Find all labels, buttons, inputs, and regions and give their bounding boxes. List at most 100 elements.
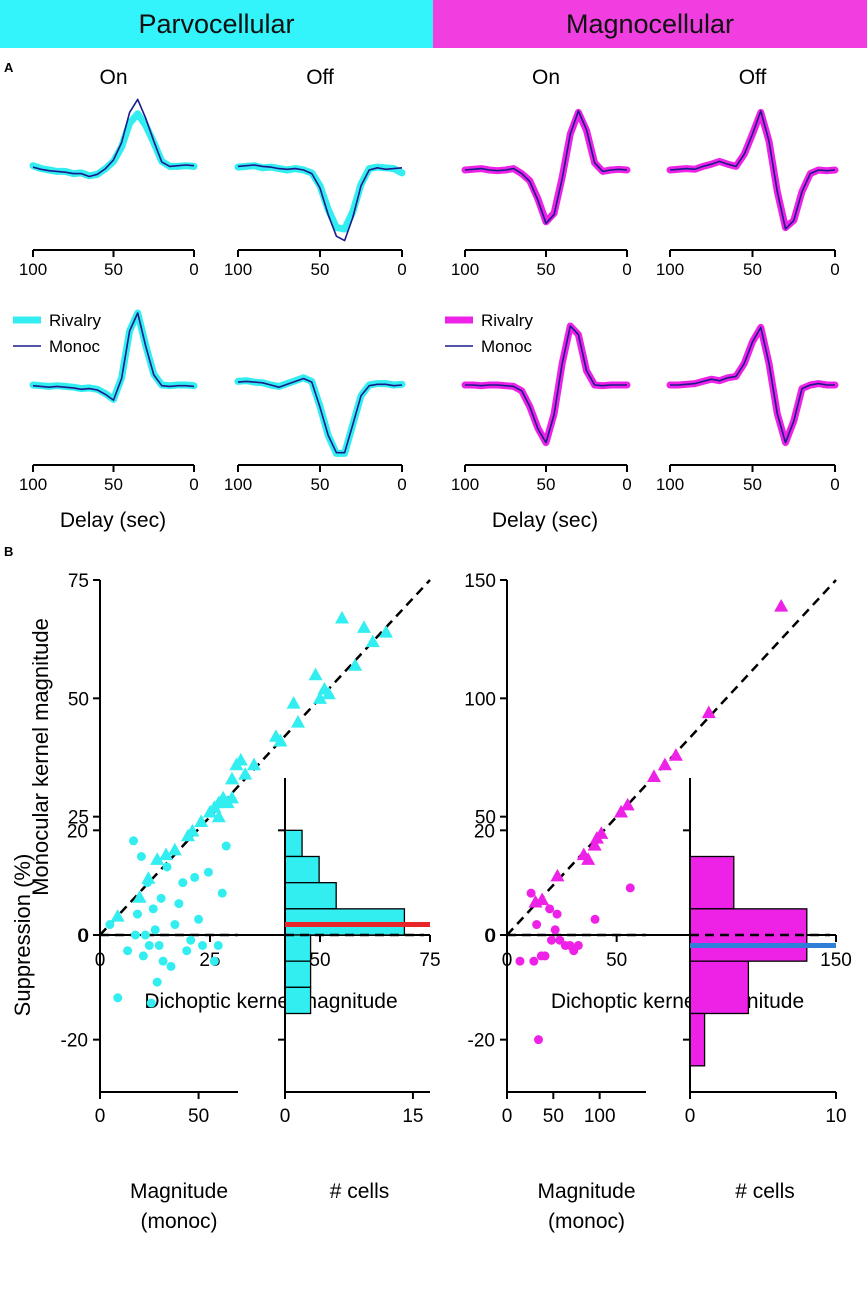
suppression-x-tick-label: 0 xyxy=(502,1106,513,1127)
kernel-monoc-line xyxy=(464,110,628,225)
suppression-y-tick-label: -20 xyxy=(61,1031,88,1052)
histogram-bar xyxy=(284,829,303,858)
kernel-monoc-line xyxy=(465,325,627,444)
kernel-x-tick-label: 100 xyxy=(19,260,47,279)
scatter-y-tick-label: 25 xyxy=(68,808,89,829)
magnitude-xlabel-line2: (monoc) xyxy=(548,1210,625,1233)
scatter-x-tick-label: 50 xyxy=(309,950,330,971)
suppression-point xyxy=(136,852,146,861)
kernel-x-tick-label: 50 xyxy=(743,475,762,494)
legend-rivalry-label: Rivalry xyxy=(49,311,101,330)
suppression-point xyxy=(190,872,200,882)
legend-rivalry-label: Rivalry xyxy=(481,311,533,330)
scatter-point xyxy=(321,686,336,700)
scatter-point xyxy=(620,797,635,811)
suppression-point xyxy=(129,836,139,846)
scatter-point xyxy=(774,599,789,612)
histogram-bar xyxy=(284,908,406,936)
suppression-point xyxy=(545,904,555,914)
header-parvocellular: Parvocellular xyxy=(0,0,433,48)
histogram-bar xyxy=(284,986,312,1015)
suppression-point xyxy=(221,841,231,851)
kernel-x-tick-label: 100 xyxy=(224,475,252,494)
suppression-point xyxy=(590,914,600,924)
suppression-point xyxy=(148,904,158,914)
suppression-point xyxy=(156,893,166,903)
kernel-x-tick-label: 100 xyxy=(656,475,684,494)
kernel-title: Off xyxy=(306,66,334,89)
scatter-point xyxy=(247,757,261,771)
scatter-point xyxy=(313,691,327,704)
suppression-point xyxy=(540,951,550,961)
suppression-y-tick-label: 20 xyxy=(67,821,88,842)
suppression-point xyxy=(182,946,192,956)
histogram-x-tick-label: 0 xyxy=(685,1106,696,1127)
suppression-y-tick-label: 20 xyxy=(474,821,495,842)
histogram-bar xyxy=(284,960,312,988)
suppression-y-tick-label: -20 xyxy=(468,1031,495,1052)
suppression-point xyxy=(217,888,227,898)
suppression-point xyxy=(625,883,635,893)
suppression-point xyxy=(152,977,162,987)
suppression-point xyxy=(546,935,556,945)
kernel-title: On xyxy=(532,66,560,89)
suppression-point xyxy=(132,909,142,919)
kernel-x-tick-label: 50 xyxy=(311,260,330,279)
scatter-y-tick-label: 50 xyxy=(475,808,496,829)
suppression-point xyxy=(142,878,152,888)
kernel-title: On xyxy=(99,66,127,89)
histogram-x-tick-label: 0 xyxy=(280,1106,291,1127)
histogram-x-tick-label: 15 xyxy=(402,1106,423,1127)
suppression-point xyxy=(170,920,180,930)
magnitude-xlabel-line1: Magnitude xyxy=(537,1180,635,1203)
scatter-y-tick-label: 75 xyxy=(68,571,89,592)
suppression-point xyxy=(203,867,213,877)
kernel-x-tick-label: 0 xyxy=(189,475,198,494)
kernel-x-tick-label: 100 xyxy=(224,260,252,279)
scatter-point xyxy=(357,620,371,633)
kernel-x-tick-label: 100 xyxy=(656,260,684,279)
suppression-x-tick-label: 100 xyxy=(584,1106,616,1127)
histogram-bar xyxy=(284,934,312,962)
scatter-x-tick-label: 150 xyxy=(820,950,852,971)
scatter-point xyxy=(238,767,253,780)
scatter-point xyxy=(273,733,288,747)
suppression-point xyxy=(550,925,560,935)
kernel-xlabel-magno: Delay (sec) xyxy=(492,509,598,532)
suppression-y-tick-label: 0 xyxy=(484,926,495,947)
scatter-point xyxy=(132,890,147,903)
scatter-point xyxy=(614,804,629,818)
suppression-point xyxy=(573,940,583,950)
identity-line xyxy=(99,579,431,936)
header-magnocellular: Magnocellular xyxy=(433,0,867,48)
histogram-bar xyxy=(284,882,337,910)
legend-monoc-label: Monoc xyxy=(49,337,101,356)
scatter-y-tick-label: 50 xyxy=(68,689,89,710)
scatter-point xyxy=(550,868,565,882)
scatter-point xyxy=(365,634,380,648)
kernel-rivalry-line xyxy=(461,108,631,226)
kernel-monoc-line xyxy=(670,326,835,444)
histogram-x-tick-label: 10 xyxy=(825,1106,846,1127)
scatter-point xyxy=(225,790,239,804)
scatter-point xyxy=(286,696,301,709)
scatter-point xyxy=(308,667,323,681)
kernel-monoc-line xyxy=(669,110,836,230)
scatter-point xyxy=(194,814,209,827)
scatter-y-tick-label: 0 xyxy=(78,926,89,947)
kernel-x-tick-label: 50 xyxy=(104,475,123,494)
scatter-xlabel: Dichoptic kernel magnitude xyxy=(551,990,804,1013)
scatter-point xyxy=(379,625,393,638)
kernel-x-tick-label: 100 xyxy=(19,475,47,494)
kernel-x-tick-label: 0 xyxy=(830,475,839,494)
histogram-bar xyxy=(689,1012,706,1067)
scatter-point xyxy=(159,847,173,861)
magnitude-xlabel-line1: Magnitude xyxy=(130,1180,228,1203)
kernel-x-tick-label: 0 xyxy=(622,475,631,494)
scatter-point xyxy=(594,826,609,839)
scatter-point xyxy=(150,852,165,865)
kernel-monoc-line xyxy=(32,312,195,401)
suppression-point xyxy=(529,956,539,966)
magnitude-xlabel-line2: (monoc) xyxy=(140,1210,217,1233)
scatter-y-tick-label: 150 xyxy=(464,571,496,592)
